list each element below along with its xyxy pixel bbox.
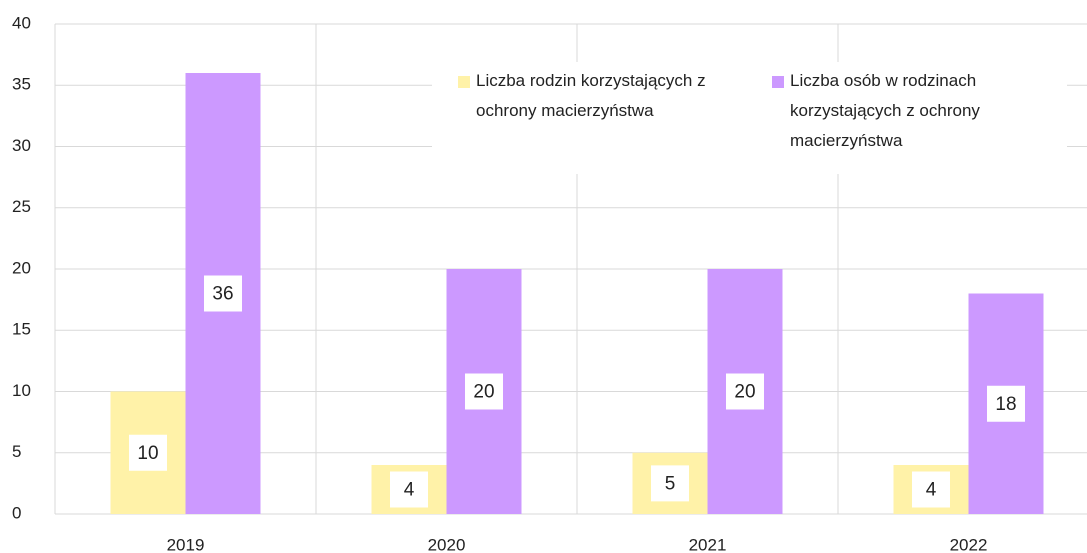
- y-tick-label: 0: [12, 503, 21, 522]
- data-label-box: [651, 465, 689, 502]
- data-label-box: [912, 471, 950, 508]
- data-label: 4: [404, 480, 415, 501]
- legend: Liczba rodzin korzystających z ochrony m…: [432, 62, 1067, 174]
- y-tick-label: 40: [12, 13, 31, 32]
- data-label: 10: [137, 443, 158, 464]
- data-label: 36: [212, 284, 233, 305]
- data-label-box: [726, 373, 764, 410]
- y-tick-label: 30: [12, 136, 31, 155]
- y-tick-label: 25: [12, 197, 31, 216]
- data-label: 20: [734, 382, 755, 403]
- data-label: 4: [926, 480, 937, 501]
- data-label: 20: [473, 382, 494, 403]
- data-label-box: [465, 373, 503, 410]
- x-tick-label: 2021: [689, 535, 727, 553]
- data-label-box: [987, 385, 1025, 422]
- legend-entry: Liczba osób w rodzinach korzystających z…: [768, 66, 1060, 156]
- legend-label: Liczba osób w rodzinach korzystających z…: [790, 71, 980, 150]
- y-tick-label: 10: [12, 381, 31, 400]
- data-label: 18: [995, 394, 1016, 415]
- legend-swatch: [458, 76, 470, 88]
- y-tick-label: 35: [12, 75, 31, 94]
- data-label: 5: [665, 473, 676, 494]
- y-tick-label: 5: [12, 442, 21, 461]
- legend-label: Liczba rodzin korzystających z ochrony m…: [476, 71, 706, 120]
- x-tick-label: 2019: [167, 535, 205, 553]
- legend-swatch: [772, 76, 784, 88]
- x-tick-label: 2022: [950, 535, 988, 553]
- legend-entry: Liczba rodzin korzystających z ochrony m…: [454, 66, 746, 126]
- x-tick-label: 2020: [428, 535, 466, 553]
- y-tick-label: 15: [12, 320, 31, 339]
- y-tick-label: 20: [12, 258, 31, 277]
- data-label-box: [390, 471, 428, 508]
- data-label-box: [204, 275, 242, 312]
- data-label-box: [129, 434, 167, 471]
